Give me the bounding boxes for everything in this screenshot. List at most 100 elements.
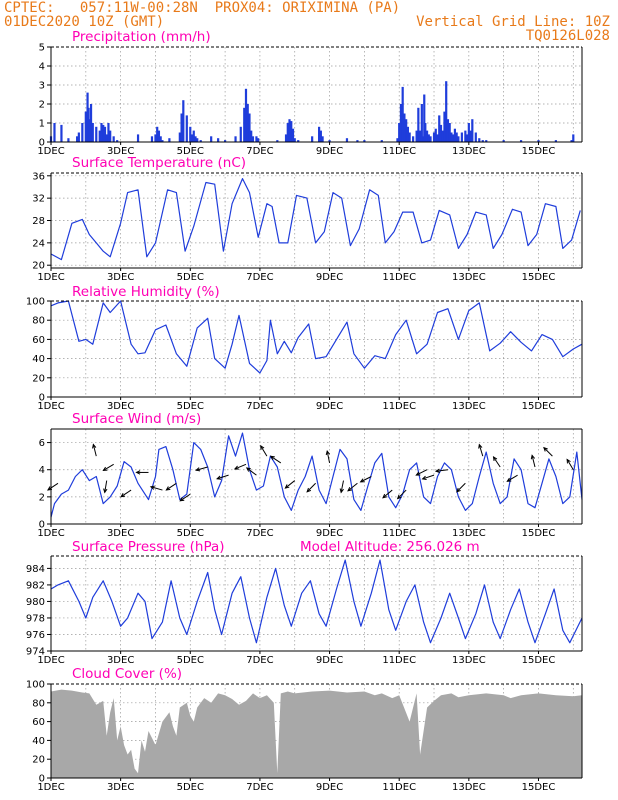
precip-bar (157, 130, 161, 142)
series-line (50, 300, 583, 374)
wind-vector-head (478, 443, 483, 449)
cloud-cover-area (51, 689, 582, 778)
precip-bar (403, 113, 406, 142)
precip-bar (161, 140, 164, 142)
precip-bar (415, 130, 418, 142)
x-tick-label: 7DEC (246, 782, 273, 793)
precip-bar (363, 140, 366, 142)
x-tick-label: 15DEC (522, 146, 556, 157)
y-tick-label: 6 (39, 438, 45, 449)
precip-bar (60, 124, 63, 142)
precip-bar (432, 132, 436, 142)
precip-bar (182, 100, 185, 142)
panel-title: Cloud Cover (%) (72, 666, 182, 682)
x-tick-label: 5DEC (177, 401, 204, 412)
precip-bar (189, 126, 192, 142)
x-tick-label: 15DEC (522, 655, 556, 666)
precip-bar (321, 136, 324, 142)
precip-bar (469, 130, 472, 142)
precip-bar (53, 123, 56, 142)
precip-bar (460, 132, 463, 142)
wind-vector-head (434, 468, 440, 473)
wind-vector (104, 480, 108, 493)
precip-bar (311, 136, 314, 142)
precip-bar (239, 126, 242, 142)
precip-bar (84, 111, 87, 142)
precip-bar (196, 138, 199, 142)
precip-bar (471, 119, 474, 142)
wind-vector-head (382, 493, 388, 499)
y-tick-label: 24 (32, 238, 45, 249)
grid-line-note: Vertical Grid Line: 10Z (416, 14, 610, 30)
precip-bar (190, 134, 194, 142)
precip-bar (293, 138, 296, 142)
y-tick-label: 982 (26, 580, 45, 591)
wind-vector (493, 456, 501, 468)
y-tick-label: 4 (39, 465, 45, 476)
wind-vector-head (179, 497, 185, 502)
wind-vector-head (216, 475, 222, 480)
precip-bar (455, 132, 458, 142)
precip-bar (136, 134, 140, 142)
precip-bar (284, 134, 288, 142)
precip-bar (276, 140, 279, 142)
precip-bar (457, 136, 460, 142)
precip-bar (418, 130, 422, 142)
precip-bar (420, 104, 423, 142)
y-tick-label: 3 (39, 81, 45, 92)
wind-vector (566, 459, 574, 470)
y-tick-label: 2 (39, 492, 45, 503)
precip-bar (502, 140, 505, 142)
y-tick-label: 0 (39, 393, 45, 404)
y-tick-label: 40 (32, 736, 45, 747)
x-tick-label: 1DEC (37, 146, 64, 157)
x-tick-label: 7DEC (246, 655, 273, 666)
precip-bar (396, 138, 399, 142)
wind-vector-head (492, 456, 498, 462)
station-title: CPTEC: 057:11W-00:28N PROX04: ORIXIMINA … (4, 0, 401, 16)
wind-vector-head (543, 446, 548, 452)
precip-bar (446, 119, 450, 142)
x-tick-label: 15DEC (522, 782, 556, 793)
x-tick-label: 15DEC (522, 272, 556, 283)
precip-bar (465, 134, 469, 142)
y-tick-label: 20 (32, 755, 45, 766)
wind-vector-head (103, 488, 108, 494)
y-tick-label: 978 (26, 613, 45, 624)
wind-vector-head (325, 450, 331, 456)
precip-bar (319, 130, 322, 142)
precip-bar (427, 134, 430, 142)
wind-vector-head (233, 465, 239, 470)
wind-vector-head (149, 485, 155, 490)
precip-bar (424, 123, 427, 142)
precip-bar (91, 123, 94, 142)
x-tick-label: 7DEC (246, 146, 273, 157)
precip-bar (481, 140, 484, 142)
precip-bar (89, 104, 93, 142)
panel-title: Relative Humidity (%) (72, 284, 220, 300)
wind-vector (326, 451, 331, 464)
wind-vector-head (421, 475, 427, 480)
wind-vector-head (260, 444, 265, 450)
wind-vector (340, 480, 344, 493)
precip-bar (439, 124, 443, 142)
precip-bar (210, 136, 213, 142)
wind-vector-head (135, 470, 141, 475)
precip-bar (318, 126, 321, 142)
y-tick-label: 0 (39, 774, 45, 785)
wind-vector (347, 482, 358, 492)
precip-bar (255, 136, 258, 142)
wind-vector (216, 474, 229, 480)
y-tick-label: 60 (32, 335, 45, 346)
precip-bar (159, 136, 162, 142)
y-tick-label: 984 (26, 564, 45, 575)
precip-bar (217, 138, 220, 142)
precip-bar (76, 136, 79, 142)
precip-bar (102, 124, 105, 142)
model-id: TQ0126L028 (525, 28, 610, 44)
precip-bar (199, 140, 202, 142)
wind-vector-head (339, 488, 344, 494)
x-tick-label: 3DEC (107, 401, 134, 412)
wind-vector (531, 455, 536, 468)
precip-bar (398, 123, 401, 142)
